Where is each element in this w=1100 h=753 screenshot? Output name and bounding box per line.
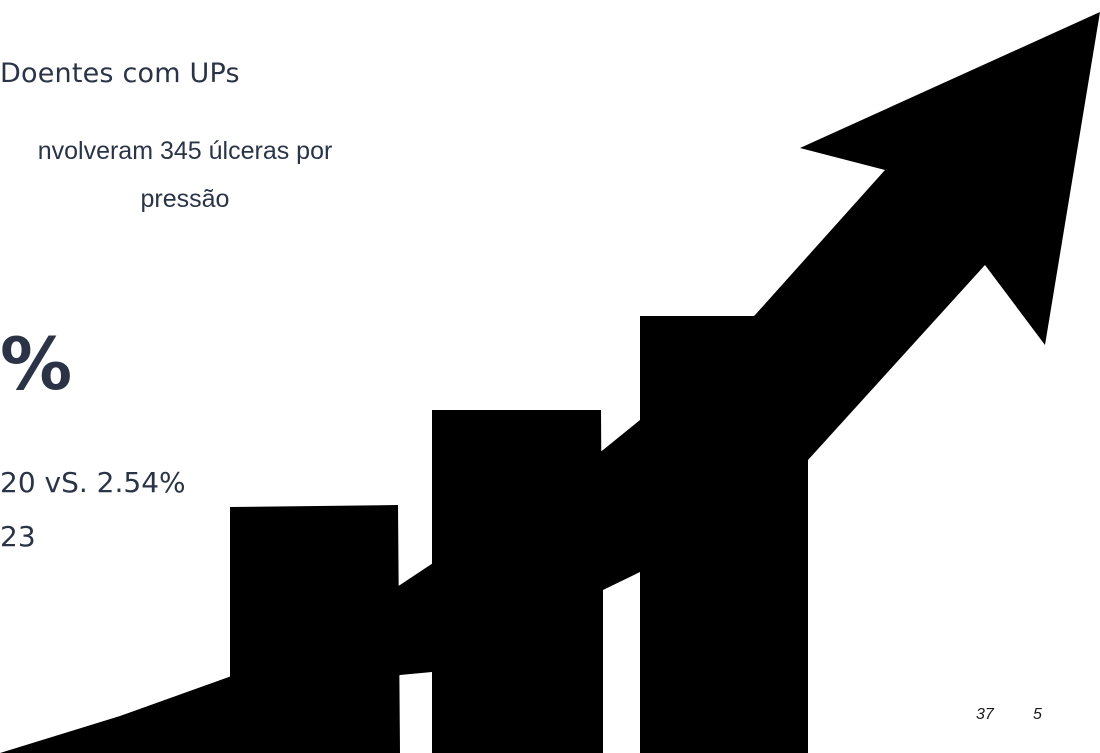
comparison-line-2: 23: [0, 520, 36, 553]
page-number-b: 5: [1033, 706, 1042, 723]
bar-3: [640, 316, 808, 753]
bar-1: [230, 505, 400, 753]
percent-value: %: [0, 322, 73, 406]
slide-description: nvolveram 345 úlceras por pressão: [37, 137, 333, 213]
comparison-line-1: 20 vS. 2.54%: [0, 466, 186, 499]
slide-heading: Doentes com UPs: [0, 58, 240, 89]
bar-2: [432, 410, 603, 753]
page-number-a: 37: [976, 706, 994, 723]
